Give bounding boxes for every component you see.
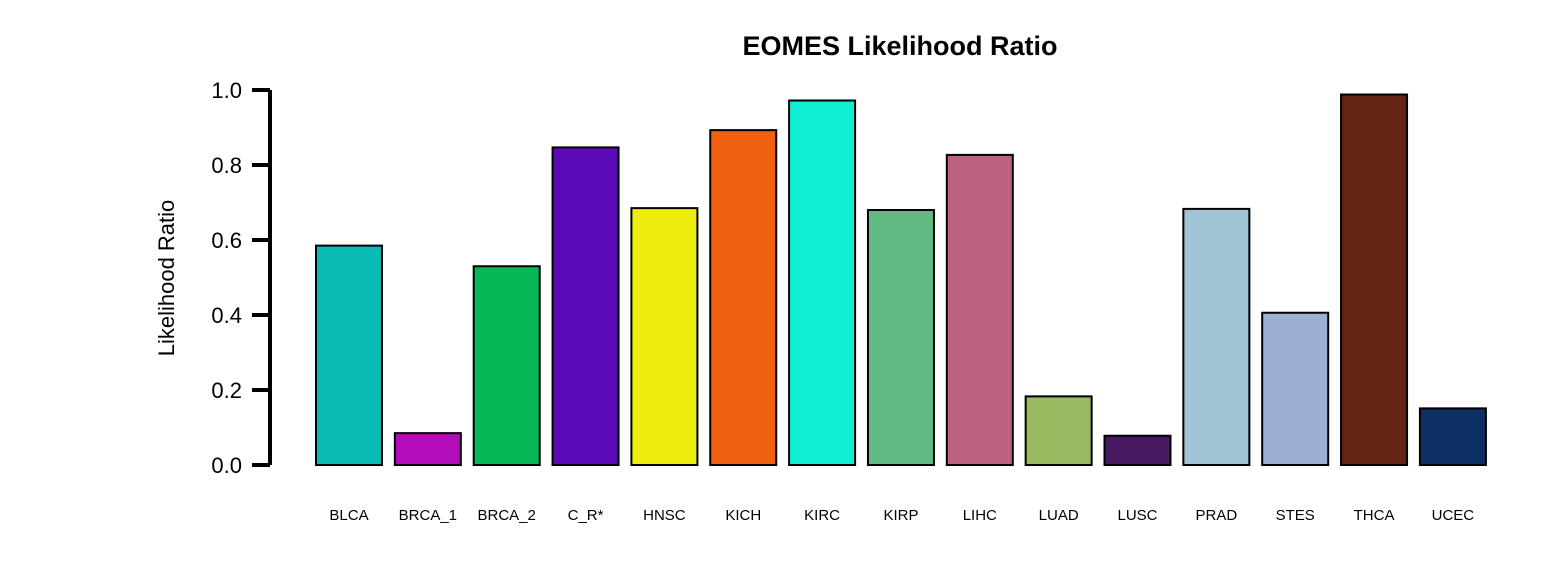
bar-brca-2: [472, 265, 541, 466]
bar-thca: [1340, 93, 1409, 466]
bar-hnsc: [630, 207, 699, 467]
x-tick-label: C_R*: [568, 507, 604, 524]
bar-lihc: [945, 153, 1014, 467]
bar-brca-1: [393, 432, 462, 467]
x-tick-label: BRCA_2: [478, 507, 536, 524]
bars-group: [315, 93, 1487, 467]
y-tick-label: 0.6: [211, 228, 242, 253]
x-tick-label: LUSC: [1117, 507, 1157, 524]
x-tick-label: LIHC: [963, 507, 997, 524]
chart-title: EOMES Likelihood Ratio: [742, 31, 1057, 61]
x-tick-label: LUAD: [1039, 507, 1079, 524]
bar-kirp: [866, 209, 935, 466]
bar-kirc: [788, 99, 857, 466]
x-tick-label: KIRC: [804, 507, 840, 524]
x-tick-label: HNSC: [643, 507, 686, 524]
bar-lusc: [1103, 434, 1172, 466]
x-tick-label: UCEC: [1432, 507, 1475, 524]
y-tick-label: 0.4: [211, 303, 242, 328]
x-tick-label: BRCA_1: [399, 507, 457, 524]
bar-stes: [1261, 311, 1330, 466]
y-tick-label: 0.2: [211, 378, 242, 403]
bar-prad: [1182, 207, 1251, 467]
x-tick-label: PRAD: [1196, 507, 1238, 524]
bar-kich: [709, 129, 778, 467]
bar-ucec: [1418, 407, 1487, 467]
bar-blca: [315, 244, 383, 467]
y-axis-label: Likelihood Ratio: [154, 200, 179, 357]
y-tick-label: 0.8: [211, 153, 242, 178]
y-axis: 0.0 0.2 0.4 0.6 0.8 1.0: [211, 78, 272, 478]
bar-luad: [1024, 395, 1093, 467]
x-tick-label: KIRP: [883, 507, 918, 524]
y-tick-label: 0.0: [211, 453, 242, 478]
bar-c-r: [551, 146, 620, 467]
x-tick-label: KICH: [725, 507, 761, 524]
y-tick-label: 1.0: [211, 78, 242, 103]
x-tick-label: STES: [1276, 507, 1315, 524]
x-axis-labels: BLCA BRCA_1 BRCA_2 C_R* HNSC KICH KIRC KIRP LIHC…: [329, 507, 1474, 524]
x-tick-label: BLCA: [329, 507, 368, 524]
x-tick-label: THCA: [1354, 507, 1395, 524]
